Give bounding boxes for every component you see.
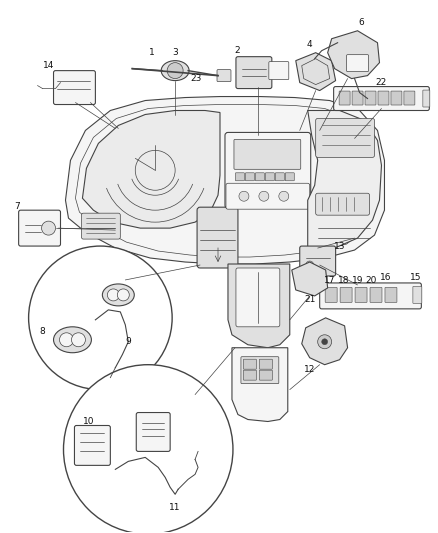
Circle shape	[117, 289, 129, 301]
Text: 9: 9	[125, 337, 131, 346]
FancyBboxPatch shape	[352, 91, 363, 105]
Polygon shape	[302, 318, 348, 365]
Text: 22: 22	[376, 78, 387, 87]
Ellipse shape	[161, 61, 189, 80]
Text: 13: 13	[334, 241, 346, 251]
FancyBboxPatch shape	[234, 140, 301, 169]
Circle shape	[239, 191, 249, 201]
Circle shape	[60, 333, 74, 347]
Text: 11: 11	[170, 503, 181, 512]
FancyBboxPatch shape	[236, 56, 272, 88]
Polygon shape	[82, 110, 220, 228]
FancyBboxPatch shape	[236, 173, 244, 181]
Circle shape	[42, 221, 56, 235]
Ellipse shape	[102, 284, 134, 306]
FancyBboxPatch shape	[285, 173, 294, 181]
Text: 12: 12	[304, 365, 315, 374]
FancyBboxPatch shape	[316, 193, 370, 215]
FancyBboxPatch shape	[370, 287, 382, 302]
Text: 8: 8	[40, 327, 46, 336]
FancyBboxPatch shape	[339, 91, 350, 105]
FancyBboxPatch shape	[423, 90, 430, 107]
Polygon shape	[328, 31, 379, 78]
Polygon shape	[292, 262, 328, 296]
FancyBboxPatch shape	[413, 286, 422, 303]
FancyBboxPatch shape	[320, 283, 421, 309]
Circle shape	[64, 365, 233, 533]
FancyBboxPatch shape	[378, 91, 389, 105]
FancyBboxPatch shape	[81, 213, 120, 239]
Circle shape	[234, 189, 246, 201]
Circle shape	[167, 63, 183, 78]
FancyBboxPatch shape	[404, 91, 415, 105]
Circle shape	[286, 189, 298, 201]
Text: 7: 7	[14, 201, 20, 211]
FancyBboxPatch shape	[19, 210, 60, 246]
Text: 2: 2	[234, 46, 240, 55]
Polygon shape	[308, 110, 381, 252]
Polygon shape	[66, 96, 385, 264]
FancyBboxPatch shape	[136, 413, 170, 451]
FancyBboxPatch shape	[391, 91, 402, 105]
Text: 15: 15	[410, 273, 421, 282]
FancyBboxPatch shape	[325, 287, 337, 302]
Text: 17: 17	[324, 277, 336, 286]
FancyBboxPatch shape	[74, 425, 110, 465]
Ellipse shape	[53, 327, 92, 353]
FancyBboxPatch shape	[244, 370, 256, 380]
Circle shape	[259, 191, 269, 201]
Text: 14: 14	[43, 61, 54, 70]
Text: 10: 10	[83, 417, 94, 426]
Text: 3: 3	[172, 48, 178, 57]
Circle shape	[279, 191, 289, 201]
FancyBboxPatch shape	[245, 173, 254, 181]
FancyBboxPatch shape	[346, 55, 368, 71]
FancyBboxPatch shape	[236, 268, 280, 327]
FancyBboxPatch shape	[269, 62, 289, 79]
FancyBboxPatch shape	[259, 370, 272, 380]
FancyBboxPatch shape	[225, 132, 311, 208]
FancyBboxPatch shape	[365, 91, 376, 105]
Text: 4: 4	[307, 40, 313, 49]
Circle shape	[28, 246, 172, 390]
FancyBboxPatch shape	[53, 71, 95, 104]
FancyBboxPatch shape	[241, 357, 279, 384]
Circle shape	[107, 289, 119, 301]
Text: 20: 20	[366, 277, 377, 286]
Text: 6: 6	[359, 18, 364, 27]
Text: 19: 19	[352, 277, 363, 286]
Circle shape	[318, 335, 332, 349]
FancyBboxPatch shape	[300, 246, 336, 276]
FancyBboxPatch shape	[217, 70, 231, 82]
FancyBboxPatch shape	[226, 183, 310, 209]
Polygon shape	[296, 53, 336, 91]
Text: 1: 1	[149, 48, 155, 57]
Text: 21: 21	[304, 295, 315, 304]
Text: 23: 23	[191, 74, 202, 83]
FancyBboxPatch shape	[316, 118, 374, 157]
Polygon shape	[228, 264, 290, 348]
FancyBboxPatch shape	[340, 287, 352, 302]
FancyBboxPatch shape	[355, 287, 367, 302]
FancyBboxPatch shape	[276, 173, 284, 181]
Text: 18: 18	[338, 277, 350, 286]
Polygon shape	[232, 348, 288, 422]
FancyBboxPatch shape	[259, 359, 272, 369]
Circle shape	[321, 339, 328, 345]
Text: 16: 16	[380, 273, 391, 282]
FancyBboxPatch shape	[255, 173, 265, 181]
FancyBboxPatch shape	[385, 287, 397, 302]
Circle shape	[306, 261, 314, 269]
FancyBboxPatch shape	[334, 86, 429, 110]
FancyBboxPatch shape	[244, 359, 256, 369]
FancyBboxPatch shape	[197, 207, 238, 268]
Circle shape	[71, 333, 85, 347]
FancyBboxPatch shape	[265, 173, 274, 181]
